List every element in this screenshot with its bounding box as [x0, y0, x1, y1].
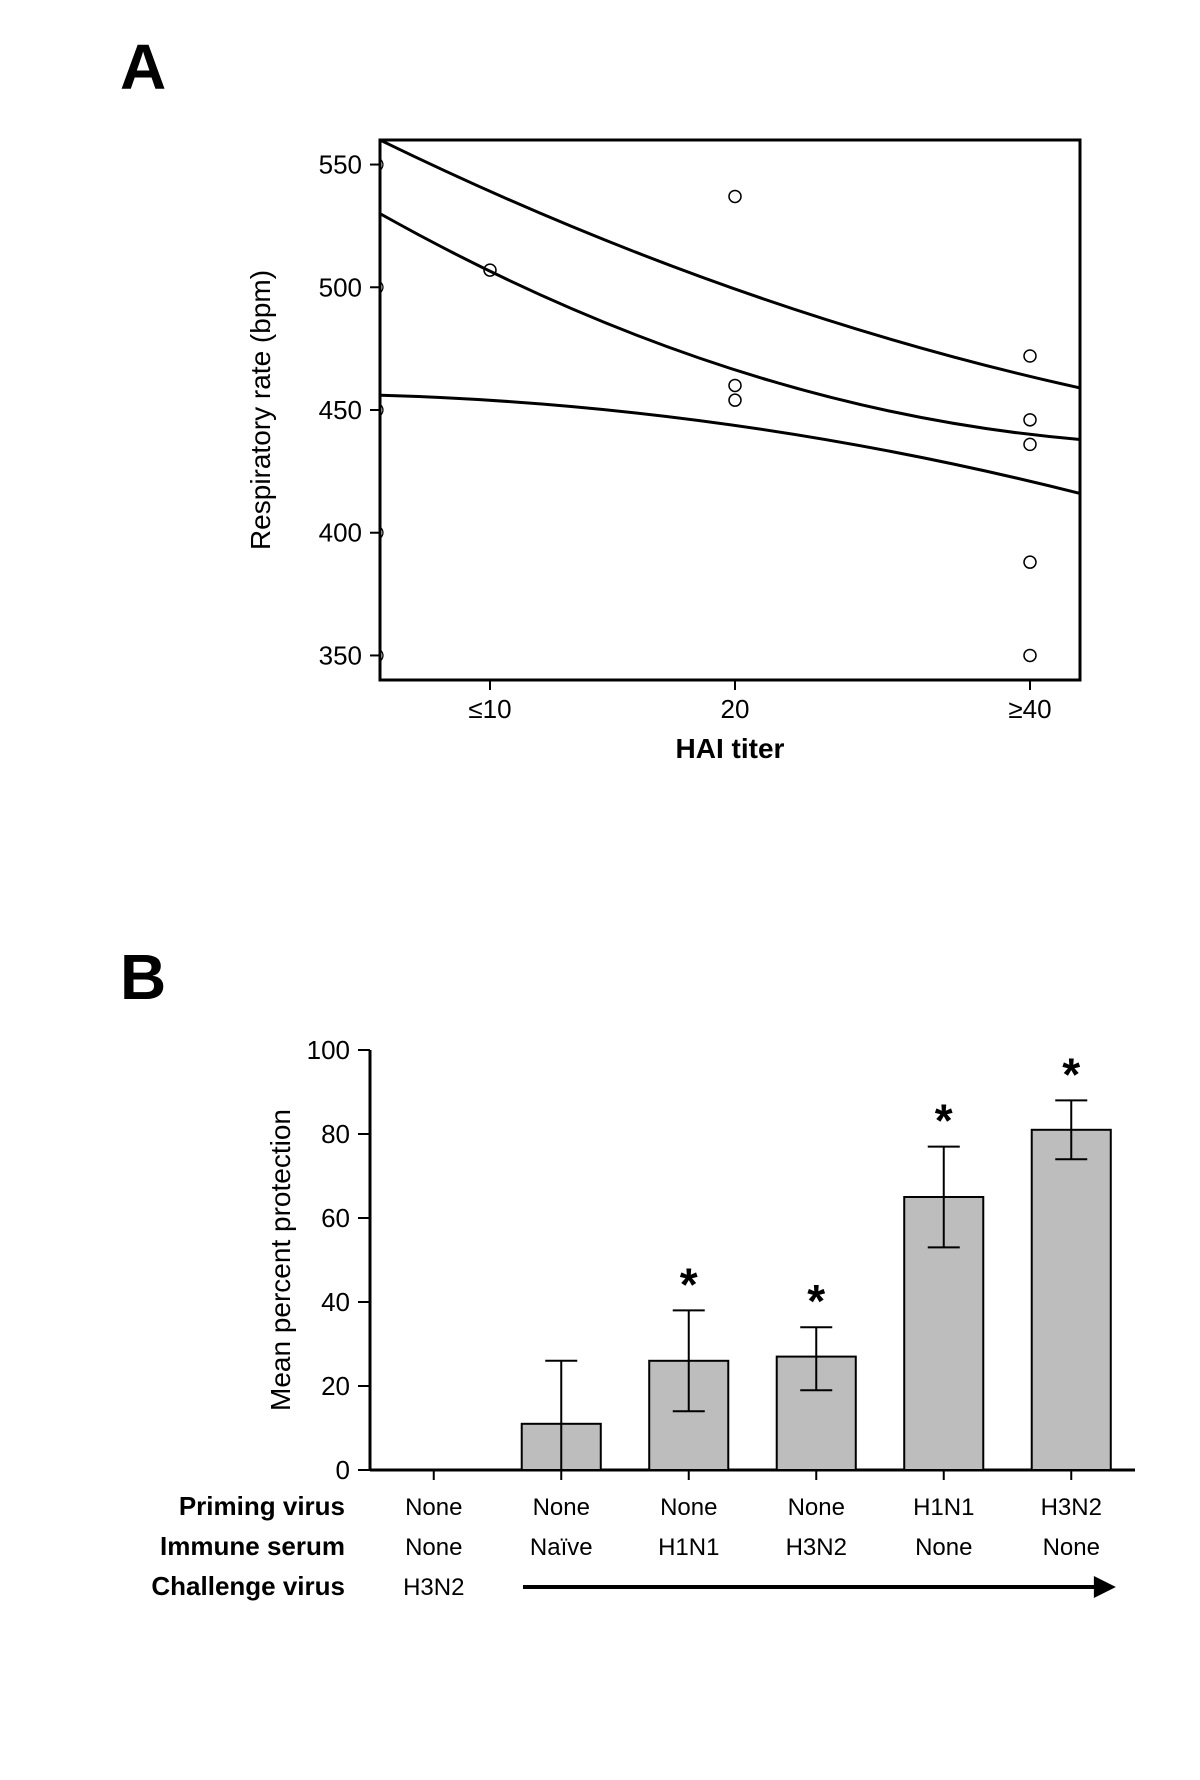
svg-text:*: * [807, 1275, 825, 1327]
panel-a-scatter: 350 400 450 500 550 Respiratory rate (bpm) ≤10… [180, 120, 1100, 840]
panel-a-label: A [120, 30, 166, 104]
svg-text:H1N1: H1N1 [658, 1534, 719, 1561]
svg-text:H3N2: H3N2 [1041, 1494, 1102, 1521]
svg-text:≤10: ≤10 [468, 694, 511, 724]
svg-text:400: 400 [319, 518, 362, 548]
svg-text:HAI titer: HAI titer [676, 733, 785, 764]
svg-text:*: * [935, 1095, 953, 1147]
svg-text:None: None [788, 1494, 845, 1521]
svg-text:H3N2: H3N2 [403, 1574, 464, 1601]
svg-text:350: 350 [319, 640, 362, 670]
svg-text:≥40: ≥40 [1008, 694, 1051, 724]
svg-text:20: 20 [321, 1371, 350, 1401]
svg-text:H3N2: H3N2 [786, 1534, 847, 1561]
svg-text:80: 80 [321, 1119, 350, 1149]
svg-text:100: 100 [307, 1035, 350, 1065]
svg-text:None: None [915, 1534, 972, 1561]
svg-text:0: 0 [336, 1455, 350, 1485]
svg-text:60: 60 [321, 1203, 350, 1233]
svg-text:Immune serum: Immune serum [160, 1531, 345, 1561]
svg-text:40: 40 [321, 1287, 350, 1317]
svg-text:Respiratory rate (bpm): Respiratory rate (bpm) [245, 270, 276, 550]
svg-text:*: * [1062, 1048, 1080, 1100]
svg-text:Naïve: Naïve [530, 1534, 593, 1561]
svg-text:None: None [533, 1494, 590, 1521]
svg-text:None: None [405, 1494, 462, 1521]
svg-text:Mean percent protection: Mean percent protection [265, 1109, 296, 1411]
svg-text:None: None [660, 1494, 717, 1521]
svg-text:500: 500 [319, 272, 362, 302]
svg-text:Challenge virus: Challenge virus [151, 1571, 345, 1601]
svg-text:*: * [680, 1258, 698, 1310]
svg-text:H1N1: H1N1 [913, 1494, 974, 1521]
panel-b-barchart: 0 20 40 60 80 100 Mean percent protection * * * * P… [85, 1030, 1165, 1670]
svg-text:None: None [405, 1534, 462, 1561]
panel-b-label: B [120, 940, 166, 1014]
svg-text:550: 550 [319, 150, 362, 180]
svg-text:450: 450 [319, 395, 362, 425]
svg-text:Priming virus: Priming virus [179, 1491, 345, 1521]
svg-text:None: None [1043, 1534, 1100, 1561]
svg-text:20: 20 [721, 694, 750, 724]
